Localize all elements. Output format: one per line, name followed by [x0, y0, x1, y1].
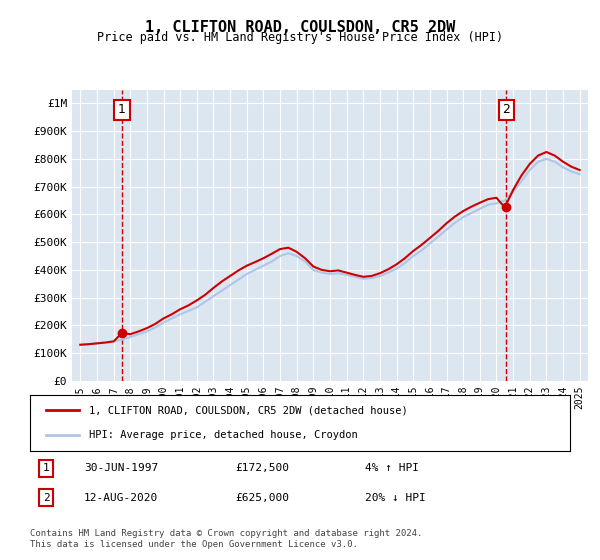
Text: HPI: Average price, detached house, Croydon: HPI: Average price, detached house, Croy…	[89, 430, 358, 440]
Text: Price paid vs. HM Land Registry's House Price Index (HPI): Price paid vs. HM Land Registry's House …	[97, 31, 503, 44]
Text: £625,000: £625,000	[235, 493, 289, 503]
Text: 1, CLIFTON ROAD, COULSDON, CR5 2DW (detached house): 1, CLIFTON ROAD, COULSDON, CR5 2DW (deta…	[89, 405, 408, 416]
Text: 12-AUG-2020: 12-AUG-2020	[84, 493, 158, 503]
Text: Contains HM Land Registry data © Crown copyright and database right 2024.
This d: Contains HM Land Registry data © Crown c…	[30, 529, 422, 549]
Text: 30-JUN-1997: 30-JUN-1997	[84, 463, 158, 473]
Text: 1: 1	[118, 104, 126, 116]
Text: 20% ↓ HPI: 20% ↓ HPI	[365, 493, 425, 503]
Text: £172,500: £172,500	[235, 463, 289, 473]
Text: 2: 2	[43, 493, 50, 503]
Text: 1: 1	[43, 463, 50, 473]
Text: 1, CLIFTON ROAD, COULSDON, CR5 2DW: 1, CLIFTON ROAD, COULSDON, CR5 2DW	[145, 20, 455, 35]
Text: 2: 2	[503, 104, 511, 116]
Text: 4% ↑ HPI: 4% ↑ HPI	[365, 463, 419, 473]
